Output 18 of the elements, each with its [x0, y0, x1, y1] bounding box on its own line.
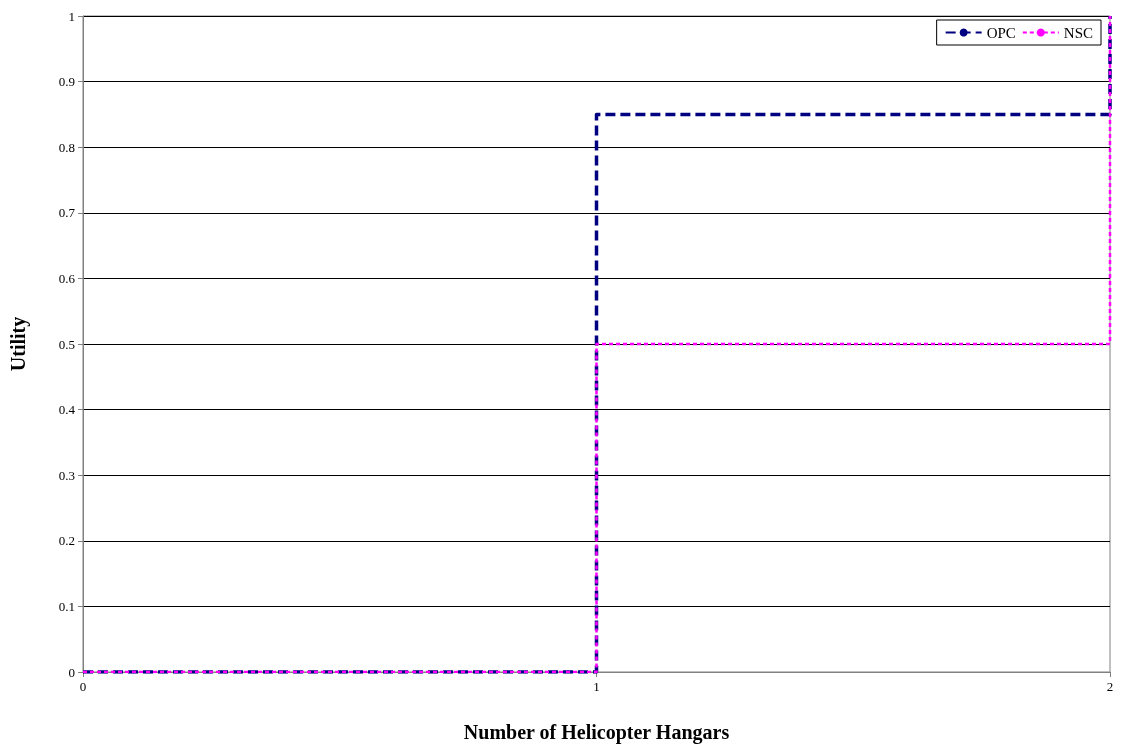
y-tick-label: 0.5 [58, 336, 75, 352]
legend-label: NSC [1063, 24, 1094, 41]
y-tick-label: 1 [68, 8, 75, 24]
y-tick-label: 0.6 [58, 270, 76, 286]
y-tick-label: 0.9 [58, 74, 75, 90]
y-tick-label: 0.2 [58, 533, 75, 549]
y-tick-label: 0.7 [58, 205, 76, 221]
legend-label: OPC [986, 24, 1016, 41]
y-tick-label: 0.3 [58, 467, 75, 483]
y-tick-label: 0.4 [58, 402, 76, 418]
x-tick-label: 0 [79, 679, 87, 694]
x-tick-label: 2 [1106, 679, 1114, 694]
y-axis-title: Utility [7, 316, 30, 372]
y-tick-label: 0.8 [58, 139, 75, 155]
y-tick-label: 0.1 [58, 598, 75, 614]
y-tick-label: 0 [68, 664, 75, 680]
x-tick-label: 1 [593, 679, 600, 694]
x-axis-title: Number of Helicopter Hangars [463, 721, 730, 744]
